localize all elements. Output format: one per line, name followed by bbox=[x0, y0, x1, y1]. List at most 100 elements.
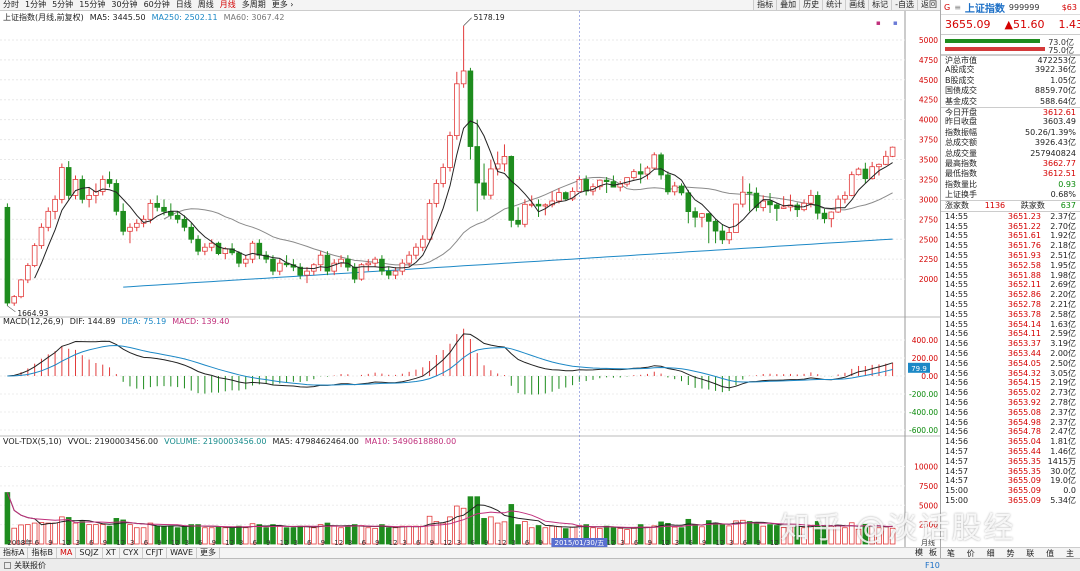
stat-row: 最高指数 3662.77 bbox=[941, 159, 1080, 169]
sidebar-footer-tab-2[interactable]: 细 bbox=[986, 549, 995, 558]
sidebar-footer-tab-5[interactable]: 值 bbox=[1046, 549, 1055, 558]
indicator-tab-3[interactable]: SQJZ bbox=[76, 548, 103, 558]
stat-row: 基金成交 588.64亿 bbox=[941, 97, 1080, 107]
candle-body bbox=[331, 262, 338, 272]
time-axis-label: 3 bbox=[239, 539, 243, 547]
indicator-tab-8[interactable]: 更多 bbox=[197, 548, 221, 558]
candle-body bbox=[120, 210, 126, 232]
tab-period-9[interactable]: 多周期 bbox=[241, 0, 266, 9]
sidebar-footer-tab-1[interactable]: 价 bbox=[966, 549, 975, 558]
time-axis-label: 9 bbox=[103, 539, 107, 547]
indicator-tab-0[interactable]: 指标A bbox=[0, 548, 29, 558]
volume-bar bbox=[637, 524, 644, 545]
volume-bar bbox=[658, 521, 664, 545]
tab-period-5[interactable]: 60分钟 bbox=[143, 0, 170, 9]
candle-body bbox=[814, 195, 821, 214]
tab-period-3[interactable]: 15分钟 bbox=[79, 0, 106, 9]
volume-bar bbox=[4, 492, 11, 545]
indicator-tab-1[interactable]: 指标B bbox=[28, 548, 57, 558]
candle-body bbox=[93, 191, 99, 196]
candle-body bbox=[372, 258, 378, 264]
tick-row: 14:56 3654.32 3.05亿 bbox=[941, 369, 1080, 379]
volume-bar bbox=[297, 525, 303, 545]
kline-chart[interactable]: 5000 4750 4500 4250 4000 3750 3500 3250 3000 2750… bbox=[0, 11, 940, 547]
time-axis-label: 3 bbox=[675, 539, 679, 547]
toolbar-button-0[interactable]: 指标 bbox=[753, 0, 777, 10]
candle-body bbox=[127, 226, 133, 232]
indicator-tab-5[interactable]: CYX bbox=[120, 548, 143, 558]
candle-body bbox=[671, 185, 678, 193]
candle-body bbox=[474, 146, 481, 184]
volume-bar bbox=[372, 527, 378, 545]
tab-period-10[interactable]: 更多 › bbox=[271, 0, 294, 9]
indicator-tab-4[interactable]: XT bbox=[103, 548, 120, 558]
price-tick-label: 3500 bbox=[919, 156, 938, 165]
tab-period-8[interactable]: 月线 bbox=[219, 0, 236, 9]
toolbar-button-6[interactable]: -自选 bbox=[891, 0, 917, 10]
toolbar-button-4[interactable]: 画线 bbox=[845, 0, 869, 10]
toolbar-button-2[interactable]: 历史 bbox=[799, 0, 823, 10]
candle-body bbox=[79, 179, 86, 200]
stat-value: 588.64亿 bbox=[1040, 96, 1076, 106]
tick-volume: 2.19亿 bbox=[1050, 378, 1076, 388]
tick-list[interactable]: 14:55 3651.23 2.37亿 14:55 3651.22 2.70亿 14:55 3… bbox=[941, 210, 1080, 506]
f10-link[interactable]: F10 bbox=[925, 560, 940, 570]
sidebar-footer-tab-0[interactable]: 笔 bbox=[946, 549, 955, 558]
candle-body bbox=[379, 258, 385, 272]
price-tick-label: 5000 bbox=[919, 36, 938, 45]
volume-bar bbox=[270, 524, 276, 545]
volume-bar bbox=[515, 524, 521, 545]
candle-body bbox=[86, 195, 92, 200]
sidebar-footer-tab-3[interactable]: 势 bbox=[1006, 549, 1015, 558]
tab-period-2[interactable]: 5分钟 bbox=[52, 0, 74, 9]
tick-row: 14:56 3653.92 2.78亿 bbox=[941, 398, 1080, 408]
tab-period-4[interactable]: 30分钟 bbox=[111, 0, 138, 9]
tab-period-6[interactable]: 日线 bbox=[175, 0, 192, 9]
candle-body bbox=[597, 179, 603, 188]
indicator-tab-7[interactable]: WAVE bbox=[167, 548, 198, 558]
time-axis-label: 9 bbox=[430, 539, 434, 547]
candle-body bbox=[883, 155, 889, 165]
tick-volume: 19.0亿 bbox=[1050, 476, 1076, 486]
menu-icon[interactable]: ≡ bbox=[954, 2, 961, 12]
volume-bar bbox=[522, 521, 528, 545]
toolbar-button-7[interactable]: 返回 bbox=[917, 0, 940, 10]
volume-bar bbox=[801, 527, 807, 545]
tick-row: 14:56 3653.37 3.19亿 bbox=[941, 339, 1080, 349]
vvol-value: VVOL: 2190003456.00 bbox=[67, 437, 159, 446]
stat-row: 指数量比 0.93 bbox=[941, 180, 1080, 190]
stat-value: 0.93 bbox=[1058, 179, 1076, 189]
time-axis-label: 9 bbox=[702, 539, 706, 547]
stat-row: A股成交 3922.36亿 bbox=[941, 65, 1080, 75]
stat-label: 昨日收盘 bbox=[945, 117, 977, 127]
tab-period-1[interactable]: 1分钟 bbox=[25, 0, 47, 9]
candle-body bbox=[113, 183, 120, 212]
toolbar-button-3[interactable]: 统计 bbox=[822, 0, 846, 10]
template-button-2[interactable]: 板 bbox=[929, 548, 937, 557]
ma250-line bbox=[123, 238, 893, 288]
tab-period-7[interactable]: 周线 bbox=[197, 0, 214, 9]
volume-bar bbox=[263, 527, 269, 545]
time-axis-label: 3 bbox=[130, 539, 134, 547]
tick-price: 3655.35 bbox=[1007, 456, 1041, 466]
related-quote-label[interactable]: 关联报价 bbox=[14, 560, 46, 570]
tab-period-0[interactable]: 分时 bbox=[3, 0, 19, 9]
vol-title: VOL-TDX(5,10) bbox=[3, 437, 62, 446]
vol-tick-label: 10000 bbox=[914, 463, 938, 472]
tick-time: 14:56 bbox=[945, 358, 969, 368]
template-button-1[interactable]: 模 bbox=[915, 548, 923, 557]
candle-body bbox=[678, 185, 685, 194]
macd-value: MACD: 139.40 bbox=[172, 317, 230, 326]
toolbar-button-5[interactable]: 标记 bbox=[868, 0, 892, 10]
time-axis-label: 9 bbox=[375, 539, 379, 547]
sidebar-footer-tab-6[interactable]: 主 bbox=[1065, 549, 1074, 558]
tick-volume: 1415万 bbox=[1047, 456, 1076, 466]
tick-row: 14:55 3651.76 2.18亿 bbox=[941, 241, 1080, 251]
price-pct: 1.43% bbox=[1058, 18, 1080, 31]
price-row: 3655.09 ▲51.60 1.43% bbox=[941, 15, 1080, 35]
toolbar-button-1[interactable]: 叠加 bbox=[776, 0, 800, 10]
candle-body bbox=[535, 203, 542, 207]
sidebar-footer-tab-4[interactable]: 联 bbox=[1026, 549, 1035, 558]
indicator-tab-6[interactable]: CFJT bbox=[143, 548, 168, 558]
indicator-tab-2[interactable]: MA bbox=[57, 548, 77, 558]
